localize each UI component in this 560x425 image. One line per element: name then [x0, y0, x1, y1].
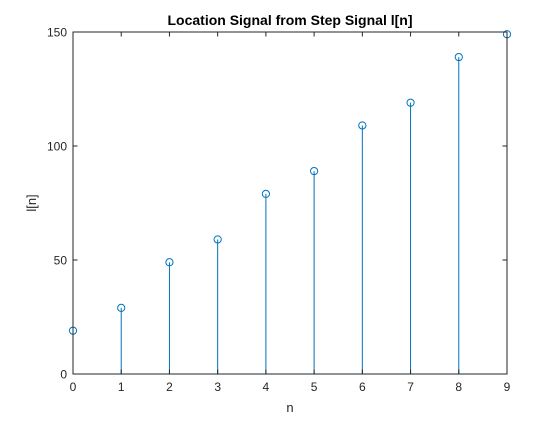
- stem-marker: [117, 303, 126, 312]
- x-tick-label: 0: [70, 380, 77, 394]
- x-tick-label: 3: [214, 380, 221, 394]
- x-tick-label: 4: [263, 380, 270, 394]
- stem-3: [213, 235, 222, 374]
- stem-7: [406, 98, 415, 374]
- stem-4: [261, 189, 270, 374]
- y-tick-label: 0: [60, 368, 67, 382]
- y-tick-label: 100: [47, 140, 67, 154]
- plot-area: [73, 32, 507, 374]
- stem-marker: [165, 258, 174, 267]
- chart-title: Location Signal from Step Signal l[n]: [167, 12, 412, 28]
- stem-8: [454, 52, 463, 374]
- x-tick-label: 5: [311, 380, 318, 394]
- x-tick-label: 9: [504, 380, 511, 394]
- y-tick-label: 150: [47, 26, 67, 40]
- x-tick-label: 7: [407, 380, 414, 394]
- stem-1: [117, 303, 126, 374]
- stem-6: [358, 121, 367, 374]
- stem-marker: [358, 121, 367, 130]
- stem-marker: [213, 235, 222, 244]
- x-tick-label: 2: [166, 380, 173, 394]
- x-tick-label: 1: [118, 380, 125, 394]
- x-tick-label: 6: [359, 380, 366, 394]
- stem-2: [165, 258, 174, 374]
- stem-marker: [454, 52, 463, 62]
- ticks-layer: 0 1 2 3 4 5 6 7 8 9 0 50 100 150: [47, 26, 511, 395]
- axes-layer: [72, 31, 508, 375]
- axes-box: [72, 31, 508, 375]
- x-axis-label: n: [286, 400, 293, 415]
- y-axis-label: l[n]: [24, 194, 39, 211]
- y-tick-label: 50: [54, 254, 68, 268]
- stem-marker: [261, 189, 270, 198]
- stem-marker: [310, 166, 319, 176]
- x-tick-label: 8: [455, 380, 462, 394]
- stem-marker: [406, 98, 415, 107]
- stem-5: [310, 166, 319, 374]
